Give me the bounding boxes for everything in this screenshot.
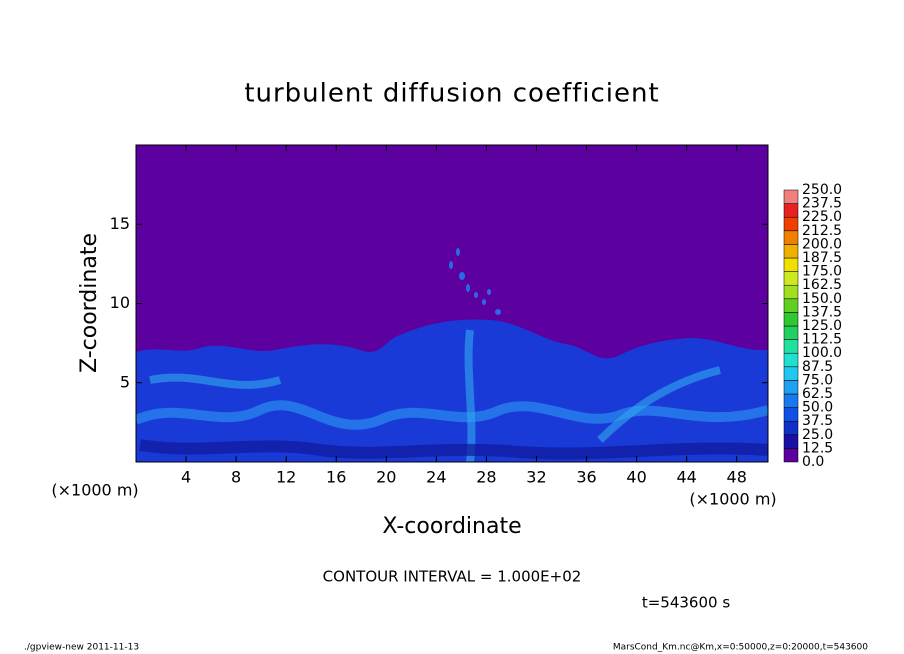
colorbar-label: 150.0 <box>802 291 842 307</box>
x-unit: (×1000 m) <box>689 490 776 509</box>
colorbar-bin <box>783 434 799 449</box>
chart-title: turbulent diffusion coefficient <box>244 79 659 109</box>
x-tick-label: 28 <box>476 468 496 487</box>
colorbar-bin <box>783 448 799 463</box>
colorbar-bin <box>783 298 799 313</box>
colorbar-label: 25.0 <box>802 427 833 443</box>
time-note: t=543600 s <box>642 594 730 612</box>
colorbar-bin <box>783 230 799 245</box>
colorbar-label: 100.0 <box>802 345 842 361</box>
colorbar-bin <box>783 216 799 232</box>
colorbar-bin <box>783 380 799 395</box>
x-tick-label: 8 <box>231 468 241 487</box>
colorbar-label: 162.5 <box>802 277 842 293</box>
swirl <box>139 439 768 460</box>
colorbar-label: 125.0 <box>802 318 842 334</box>
x-tick-label: 48 <box>727 468 747 487</box>
colorbar-bin <box>783 284 799 300</box>
colorbar-bin <box>783 203 799 218</box>
x-tick-label: 32 <box>526 468 546 487</box>
colorbar-label: 62.5 <box>802 386 833 402</box>
colorbar-bin <box>783 339 799 354</box>
colorbar-bin <box>783 352 799 368</box>
colorbar-label: 112.5 <box>802 332 842 348</box>
field <box>136 145 768 462</box>
colorbar-label: 50.0 <box>802 400 833 416</box>
x-tick-label: 4 <box>181 468 191 487</box>
colorbar-bin <box>783 420 799 436</box>
colorbar-label: 37.5 <box>802 413 833 429</box>
x-tick-label: 24 <box>426 468 446 487</box>
colorbar-bin <box>783 325 799 340</box>
y-tick-label: 10 <box>110 293 130 312</box>
colorbar-label: 87.5 <box>802 359 833 375</box>
colorbar-bin <box>783 189 799 204</box>
colorbar-bin <box>783 257 799 272</box>
colorbar-label: 237.5 <box>802 196 842 212</box>
colorbar-bin <box>783 393 799 408</box>
footer: ./gpview-new 2011-11-13 <box>24 643 139 653</box>
colorbar-label: 250.0 <box>802 182 842 198</box>
x-unit: (×1000 m) <box>51 481 138 500</box>
x-tick-label: 20 <box>376 468 396 487</box>
x-tick-label: 36 <box>576 468 596 487</box>
colorbar-label: 212.5 <box>802 223 842 239</box>
y-tick-label: 5 <box>120 372 130 391</box>
colorbar-bin <box>783 312 799 327</box>
y-tick-label: 15 <box>110 214 130 233</box>
colorbar-bin <box>783 244 799 259</box>
colorbar-bin <box>783 366 799 381</box>
x-tick-label: 16 <box>326 468 346 487</box>
colorbar-bin <box>783 407 799 422</box>
contour-note: CONTOUR INTERVAL = 1.000E+02 <box>323 568 582 586</box>
x-axis-label: X-coordinate <box>382 514 521 539</box>
y-axis-label: Z-coordinate <box>77 233 102 373</box>
plume-cells <box>449 248 501 315</box>
colorbar-bin <box>783 271 799 286</box>
colorbar-label: 12.5 <box>802 440 833 456</box>
colorbar-label: 75.0 <box>802 372 833 388</box>
colorbar-label: 175.0 <box>802 264 842 280</box>
colorbar-label: 200.0 <box>802 236 842 252</box>
x-tick-label: 40 <box>626 468 646 487</box>
x-tick-label: 44 <box>676 468 696 487</box>
colorbar-label: 0.0 <box>802 454 824 470</box>
colorbar-label: 137.5 <box>802 304 842 320</box>
footer: MarsCond_Km.nc@Km,x=0:50000,z=0:20000,t=… <box>613 643 868 653</box>
colorbar-label: 187.5 <box>802 250 842 266</box>
x-tick-label: 12 <box>276 468 296 487</box>
colorbar-label: 225.0 <box>802 209 842 225</box>
